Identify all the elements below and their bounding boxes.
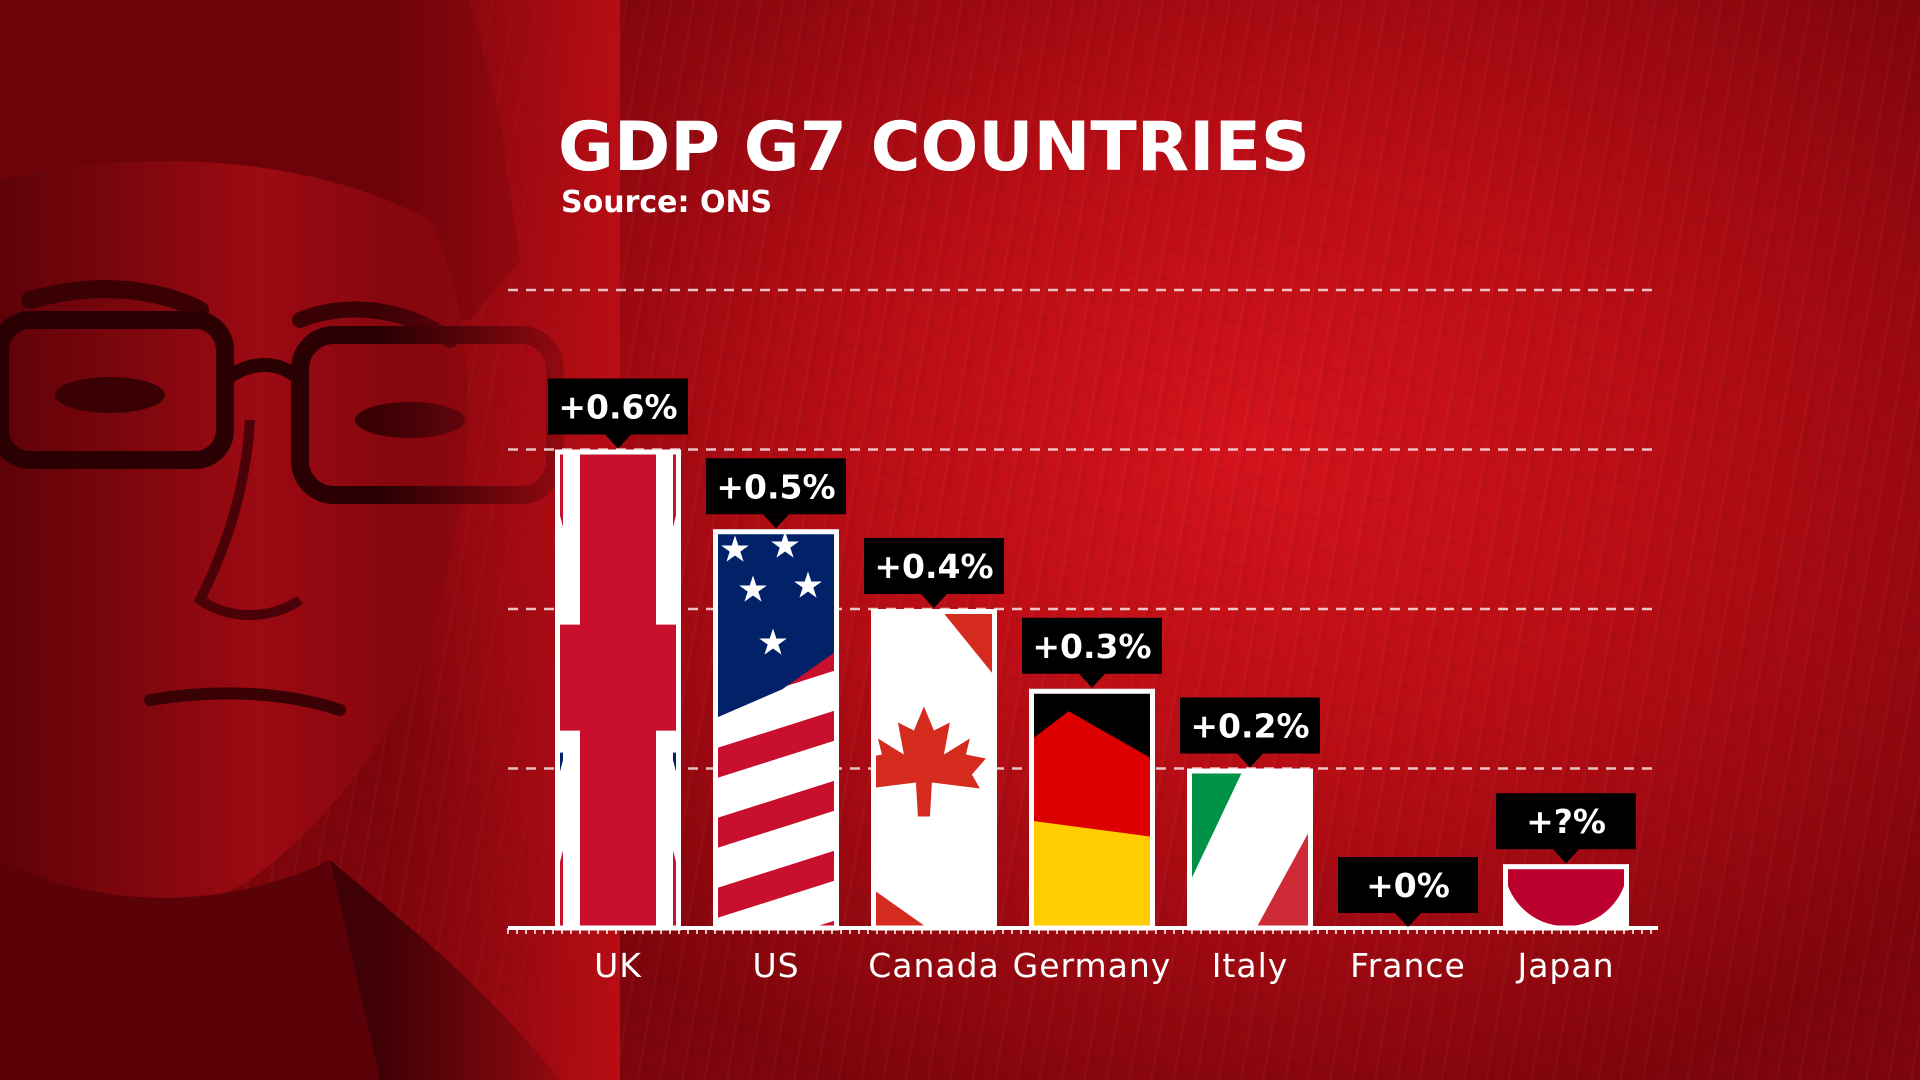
svg-text:★: ★ [719, 529, 751, 570]
data-label-text: +0.6% [558, 388, 677, 427]
bar-us: ★ ★★ ★★ [713, 525, 839, 928]
category-label-canada: Canada [868, 946, 1000, 985]
data-label-text: +0% [1366, 866, 1450, 905]
data-label-uk: +0.6% [548, 378, 688, 449]
uk-flag [555, 449, 681, 928]
data-label-japan: +?% [1496, 793, 1636, 864]
svg-text:★: ★ [737, 569, 769, 610]
category-label-uk: UK [594, 946, 642, 985]
bar-japan [1503, 864, 1629, 928]
data-labels: +0.6% +0.5% +0.4% +0.3% +0.2% +0% +?% [548, 378, 1636, 927]
chart-title: GDP G7 COUNTRIES [558, 108, 1310, 187]
data-label-text: +0.2% [1190, 707, 1309, 746]
category-label-italy: Italy [1212, 946, 1289, 985]
svg-text:★: ★ [792, 565, 824, 606]
data-label-text: +0.3% [1032, 627, 1151, 666]
category-label-japan: Japan [1515, 946, 1614, 985]
bar-uk [555, 449, 681, 928]
data-label-france: +0% [1338, 857, 1478, 927]
italy-flag [1187, 768, 1313, 928]
japan-flag [1503, 864, 1629, 928]
gridlines [508, 288, 1658, 770]
data-label-italy: +0.2% [1180, 697, 1320, 768]
us-flag: ★ ★★ ★★ [713, 525, 839, 928]
bar-italy [1187, 768, 1313, 928]
bar-germany [1029, 688, 1155, 928]
category-label-germany: Germany [1013, 946, 1172, 985]
category-label-us: US [752, 946, 799, 985]
data-label-text: +0.4% [874, 547, 993, 586]
data-label-canada: +0.4% [864, 538, 1004, 608]
bar-canada [871, 609, 997, 928]
canada-flag [871, 609, 997, 928]
data-label-text: +?% [1526, 802, 1606, 841]
category-label-france: France [1350, 946, 1466, 985]
germany-flag [1029, 688, 1155, 928]
svg-text:★: ★ [769, 525, 801, 566]
data-label-germany: +0.3% [1022, 617, 1162, 688]
chart-subtitle: Source: ONS [561, 185, 773, 220]
bars: ★ ★★ ★★ [555, 449, 1629, 931]
svg-text:★: ★ [757, 622, 789, 663]
x-axis: UK US Canada Germany Italy France Japan [507, 926, 1658, 985]
data-label-us: +0.5% [706, 458, 846, 529]
data-label-text: +0.5% [716, 467, 835, 506]
